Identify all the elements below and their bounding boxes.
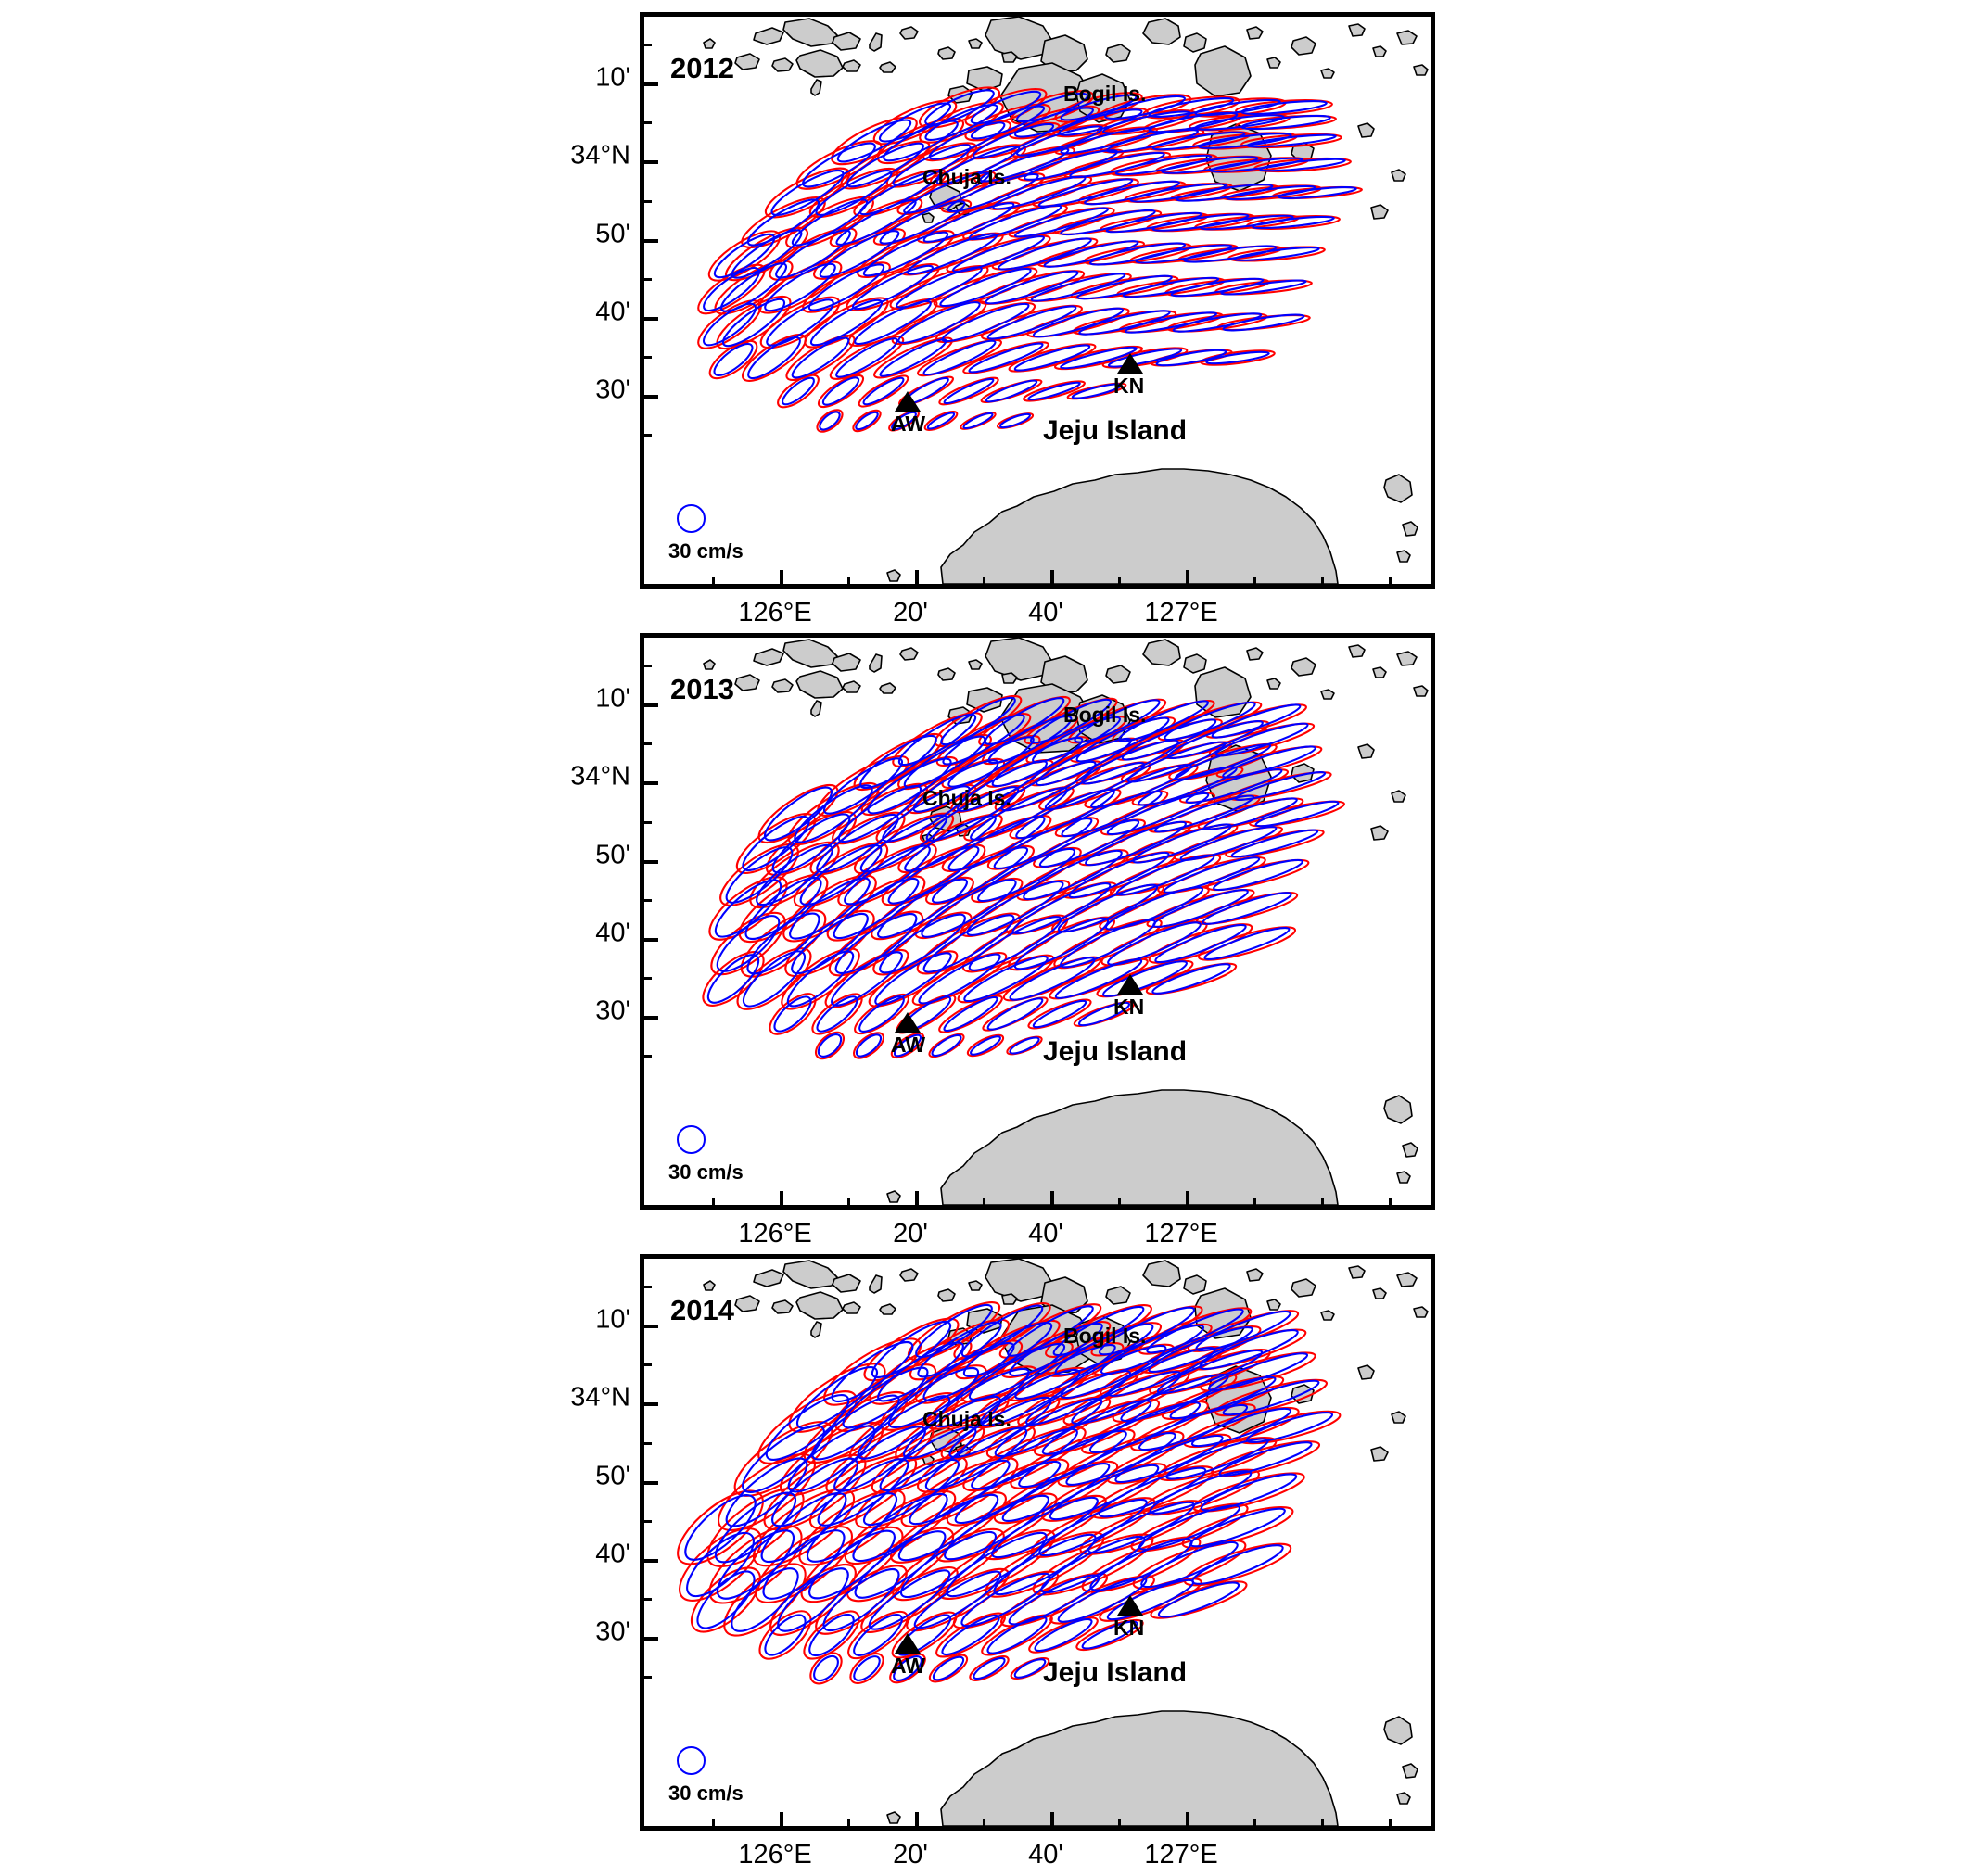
y-axis-label-2: 50': [595, 1461, 630, 1491]
label-station-kn: KN: [1113, 995, 1145, 1019]
x-axis-label-1: 20': [893, 1219, 928, 1249]
y-axis-label-0: 10': [595, 1304, 630, 1335]
station-marker-kn: [1117, 974, 1143, 995]
scale-circle-icon: [677, 1746, 706, 1775]
label-chuja-island: Chuja Is.: [922, 165, 1011, 189]
y-axis-label-1: 34°N: [570, 1382, 630, 1413]
y-axis-label-2: 50': [595, 840, 630, 870]
y-axis-label-4: 30': [595, 1616, 630, 1647]
y-axis-label-3: 40': [595, 297, 630, 327]
y-axis-label-0: 10': [595, 62, 630, 93]
panel-frame: 2013 Bogil Is. Chuja Is. Jeju Island KN …: [640, 633, 1435, 1210]
y-axis-label-1: 34°N: [570, 761, 630, 792]
panel-frame: 2014 Bogil Is. Chuja Is. Jeju Island KN …: [640, 1254, 1435, 1831]
label-chuja-island: Chuja Is.: [922, 1407, 1011, 1431]
x-axis-label-0: 126°E: [738, 1840, 812, 1870]
scale-legend: 30 cm/s: [668, 1125, 744, 1185]
station-marker-aw: [895, 1012, 921, 1033]
panel-year-label: 2012: [670, 52, 734, 84]
tidal-ellipses-2012: [697, 86, 1363, 433]
scale-legend-label: 30 cm/s: [668, 1781, 744, 1805]
scale-legend-label: 30 cm/s: [668, 539, 744, 563]
label-bogil-island: Bogil Is.: [1063, 703, 1147, 727]
label-chuja-island: Chuja Is.: [922, 786, 1011, 810]
label-jeju-island: Jeju Island: [1043, 1657, 1188, 1688]
label-bogil-island: Bogil Is.: [1063, 1324, 1147, 1348]
panel-frame: 2012 Bogil Is. Chuja Is. Jeju Island KN …: [640, 12, 1435, 589]
y-axis-label-3: 40': [595, 1539, 630, 1569]
x-axis-label-2: 40': [1028, 1219, 1063, 1249]
panel-2014: 2014 Bogil Is. Chuja Is. Jeju Island KN …: [570, 1254, 1435, 1870]
panel-2012: 2012 Bogil Is. Chuja Is. Jeju Island KN …: [570, 12, 1435, 627]
station-marker-aw: [895, 1633, 921, 1654]
x-axis-label-0: 126°E: [738, 598, 812, 627]
scale-circle-icon: [677, 504, 706, 533]
label-bogil-island: Bogil Is.: [1063, 82, 1147, 106]
station-marker-aw: [895, 391, 921, 412]
label-station-aw: AW: [891, 412, 926, 436]
station-marker-kn: [1117, 353, 1143, 374]
x-axis-label-2: 40': [1028, 1840, 1063, 1870]
scale-legend-label: 30 cm/s: [668, 1160, 744, 1184]
panel-year-label: 2014: [670, 1294, 734, 1326]
scale-circle-icon: [677, 1125, 706, 1154]
station-marker-kn: [1117, 1595, 1143, 1616]
x-axis-label-1: 20': [893, 1840, 928, 1870]
scale-legend: 30 cm/s: [668, 1746, 744, 1806]
y-axis-label-4: 30': [595, 374, 630, 405]
label-station-aw: AW: [891, 1654, 926, 1678]
label-jeju-island: Jeju Island: [1043, 415, 1188, 446]
label-station-kn: KN: [1113, 374, 1145, 398]
x-axis-label-3: 127°E: [1144, 1840, 1218, 1870]
x-axis-label-2: 40': [1028, 598, 1063, 627]
x-axis-label-3: 127°E: [1144, 1219, 1218, 1249]
x-axis-label-1: 20': [893, 598, 928, 627]
label-station-aw: AW: [891, 1033, 926, 1057]
panel-2013: 2013 Bogil Is. Chuja Is. Jeju Island KN …: [570, 633, 1435, 1249]
tidal-ellipses-2013: [702, 694, 1345, 1060]
tidal-ellipses-2014: [677, 1301, 1342, 1685]
label-jeju-island: Jeju Island: [1043, 1036, 1188, 1067]
coastline-map: [703, 638, 1429, 1205]
y-axis-label-0: 10': [595, 683, 630, 714]
y-axis-label-3: 40': [595, 918, 630, 948]
y-axis-label-2: 50': [595, 219, 630, 249]
x-axis-label-3: 127°E: [1144, 598, 1218, 627]
x-axis-label-0: 126°E: [738, 1219, 812, 1249]
panel-year-label: 2013: [670, 673, 734, 705]
y-axis-label-1: 34°N: [570, 140, 630, 171]
y-axis-label-4: 30': [595, 995, 630, 1026]
scale-legend: 30 cm/s: [668, 504, 744, 564]
label-station-kn: KN: [1113, 1616, 1145, 1640]
